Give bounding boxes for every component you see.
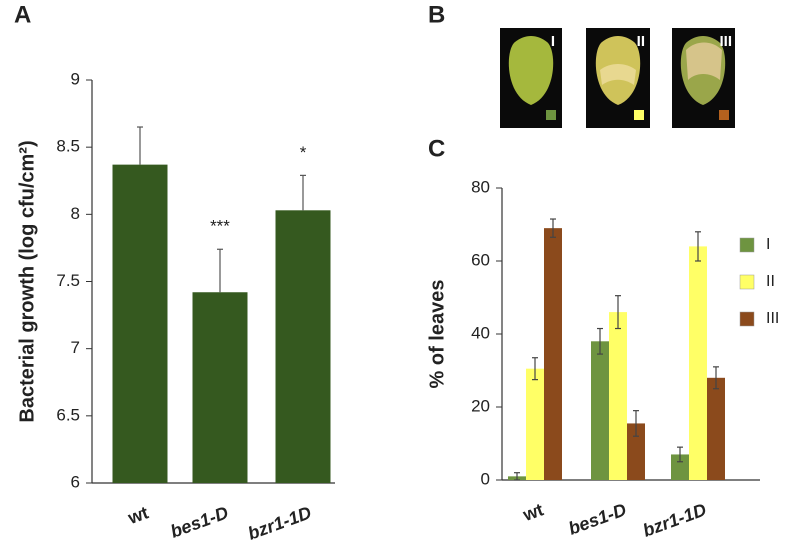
bar bbox=[275, 210, 331, 483]
bar bbox=[707, 377, 725, 480]
y-tick-label: 6.5 bbox=[56, 405, 80, 424]
y-tick-label: 60 bbox=[471, 250, 490, 269]
photo-label: I bbox=[551, 33, 555, 50]
legend-label: I bbox=[766, 236, 770, 253]
x-tick-label: bes1-D bbox=[566, 499, 629, 538]
leaf bbox=[686, 42, 722, 80]
y-tick-label: 20 bbox=[471, 396, 490, 415]
bar bbox=[671, 454, 689, 480]
bar bbox=[526, 368, 544, 480]
x-tick-label: bzr1-1D bbox=[640, 499, 709, 540]
bar bbox=[689, 246, 707, 480]
bar bbox=[591, 341, 609, 480]
value-label: * bbox=[300, 143, 307, 162]
y-tick-label: 40 bbox=[471, 323, 490, 342]
swatch bbox=[719, 110, 729, 120]
y-tick-label: 9 bbox=[71, 69, 80, 88]
bar bbox=[609, 312, 627, 480]
y-axis-label: % of leaves bbox=[426, 280, 448, 389]
legend-swatch bbox=[739, 311, 755, 327]
y-tick-label: 80 bbox=[471, 177, 490, 196]
x-tick-label: bzr1-1D bbox=[245, 502, 314, 543]
swatch bbox=[546, 110, 556, 120]
legend-label: III bbox=[766, 310, 779, 327]
bar bbox=[192, 292, 248, 483]
panel-label: A bbox=[14, 1, 31, 28]
leaf bbox=[508, 36, 554, 105]
x-tick-label: bes1-D bbox=[168, 502, 231, 541]
y-tick-label: 8.5 bbox=[56, 137, 80, 156]
bar bbox=[627, 423, 645, 480]
legend-swatch bbox=[739, 237, 755, 253]
panel-label: B bbox=[428, 1, 445, 28]
y-tick-label: 7 bbox=[71, 338, 80, 357]
y-tick-label: 8 bbox=[71, 204, 80, 223]
y-tick-label: 6 bbox=[71, 472, 80, 491]
leaf-photos: I II III bbox=[500, 28, 735, 128]
bar bbox=[544, 228, 562, 480]
leaf bbox=[600, 64, 636, 85]
x-tick-label: wt bbox=[124, 502, 151, 528]
x-tick-label: wt bbox=[519, 499, 546, 525]
y-axis-label: Bacterial growth (log cfu/cm²) bbox=[16, 140, 38, 422]
y-tick-label: 7.5 bbox=[56, 271, 80, 290]
legend-label: II bbox=[766, 273, 775, 290]
bar bbox=[112, 164, 168, 483]
swatch bbox=[634, 110, 644, 120]
y-tick-label: 0 bbox=[481, 469, 490, 488]
legend-swatch bbox=[739, 274, 755, 290]
photo-label: III bbox=[719, 33, 732, 50]
photo-label: II bbox=[637, 33, 645, 50]
value-label: *** bbox=[210, 217, 230, 236]
panel-label: C bbox=[428, 135, 445, 162]
